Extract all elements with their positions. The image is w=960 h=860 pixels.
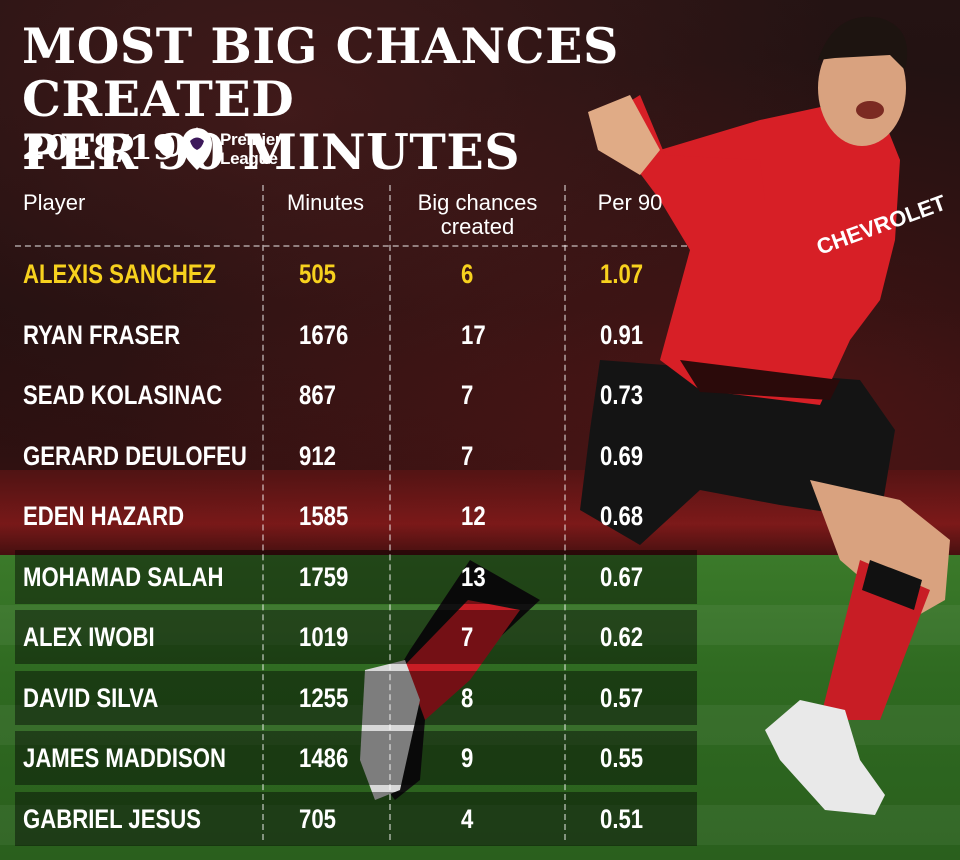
league-line-2: League bbox=[220, 149, 278, 168]
table-row: JAMES MADDISON 1486 9 0.55 bbox=[15, 731, 697, 785]
big-chances-value: 8 bbox=[461, 682, 474, 713]
big-chances-value: 7 bbox=[461, 380, 474, 410]
big-chances-value: 6 bbox=[461, 259, 474, 289]
table-row: SEAD KOLASINAC 867 7 0.73 bbox=[15, 368, 697, 422]
player-name: GERARD DEULOFEU bbox=[23, 440, 247, 471]
minutes-value: 1255 bbox=[299, 682, 349, 713]
per-90-value: 0.57 bbox=[600, 682, 644, 713]
player-name: MOHAMAD SALAH bbox=[23, 561, 224, 592]
per-90-value: 0.62 bbox=[600, 622, 644, 652]
player-name: RYAN FRASER bbox=[23, 319, 181, 350]
table-row: EDEN HAZARD 1585 12 0.68 bbox=[15, 489, 697, 543]
table-row: DAVID SILVA 1255 8 0.57 bbox=[15, 670, 697, 725]
big-chances-value: 9 bbox=[461, 743, 474, 773]
table-row: MOHAMAD SALAH 1759 13 0.67 bbox=[15, 549, 697, 604]
per-90-value: 0.67 bbox=[600, 561, 644, 592]
column-header-big-chances-line-1: Big chances bbox=[417, 190, 538, 215]
title-line-2: PER 90 MINUTES bbox=[22, 123, 521, 181]
player-name: SEAD KOLASINAC bbox=[23, 380, 223, 410]
premier-league-logo: Premier League bbox=[178, 126, 290, 172]
big-chances-value: 17 bbox=[461, 319, 486, 350]
player-photo: CHEVROLET bbox=[360, 16, 950, 815]
big-chances-value: 4 bbox=[461, 803, 474, 834]
table-row: ALEXIS SANCHEZ 505 6 1.07 bbox=[15, 247, 697, 301]
league-name: Premier League bbox=[220, 130, 282, 168]
league-line-1: Premier bbox=[220, 130, 282, 149]
player-name: ALEX IWOBI bbox=[23, 622, 155, 652]
player-name: EDEN HAZARD bbox=[23, 501, 185, 531]
minutes-value: 1486 bbox=[299, 743, 349, 773]
season-label: 2018/19 bbox=[22, 128, 177, 168]
per-90-value: 0.69 bbox=[600, 440, 644, 471]
minutes-value: 912 bbox=[299, 440, 336, 471]
big-chances-value: 7 bbox=[461, 440, 474, 471]
per-90-value: 0.51 bbox=[600, 803, 644, 834]
big-chances-value: 12 bbox=[461, 501, 486, 531]
table-row: RYAN FRASER 1676 17 0.91 bbox=[15, 308, 697, 362]
minutes-value: 1585 bbox=[299, 501, 349, 531]
player-name: JAMES MADDISON bbox=[23, 743, 226, 773]
table-row: ALEX IWOBI 1019 7 0.62 bbox=[15, 610, 697, 664]
player-name: DAVID SILVA bbox=[23, 682, 159, 713]
minutes-value: 1676 bbox=[299, 319, 349, 350]
column-divider bbox=[389, 185, 391, 840]
title-line-1: MOST BIG CHANCES CREATED bbox=[22, 17, 619, 128]
big-chances-value: 13 bbox=[461, 561, 486, 592]
column-header-per-90: Per 90 bbox=[597, 190, 663, 215]
lion-crest-icon bbox=[182, 127, 212, 170]
column-header-big-chances-line-2: created bbox=[440, 214, 515, 239]
per-90-value: 1.07 bbox=[600, 259, 644, 289]
column-header-minutes: Minutes bbox=[286, 190, 365, 215]
player-name: ALEXIS SANCHEZ bbox=[23, 259, 217, 289]
header-divider bbox=[15, 245, 687, 247]
column-header-big-chances: Big chances created bbox=[390, 191, 565, 239]
minutes-value: 1019 bbox=[299, 622, 349, 652]
pitch-stripe bbox=[0, 805, 960, 845]
table-row: GERARD DEULOFEU 912 7 0.69 bbox=[15, 429, 697, 483]
player-name: GABRIEL JESUS bbox=[23, 803, 201, 834]
per-90-value: 0.68 bbox=[600, 501, 644, 531]
column-header-player: Player bbox=[23, 190, 86, 215]
per-90-value: 0.91 bbox=[600, 319, 644, 350]
minutes-value: 867 bbox=[299, 380, 336, 410]
per-90-value: 0.73 bbox=[600, 380, 644, 410]
column-divider bbox=[564, 185, 566, 840]
minutes-value: 505 bbox=[299, 259, 336, 289]
column-divider bbox=[262, 185, 264, 840]
chart-title: MOST BIG CHANCES CREATED PER 90 MINUTES bbox=[22, 20, 822, 179]
minutes-value: 705 bbox=[299, 803, 336, 834]
big-chances-value: 7 bbox=[461, 622, 474, 652]
table-row: GABRIEL JESUS 705 4 0.51 bbox=[15, 791, 697, 846]
minutes-value: 1759 bbox=[299, 561, 349, 592]
per-90-value: 0.55 bbox=[600, 743, 644, 773]
